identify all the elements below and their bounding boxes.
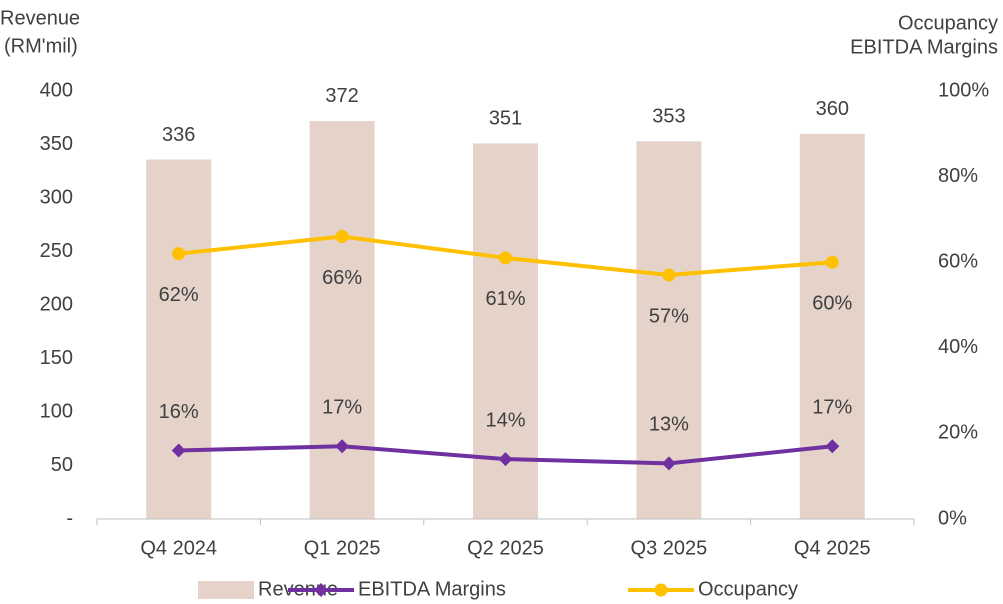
data-label: 351 (489, 108, 522, 130)
data-label: 372 (325, 85, 358, 107)
y2-axis-title: EBITDA Margins (850, 36, 998, 58)
x-tick-label: Q4 2025 (794, 537, 871, 559)
x-tick-label: Q4 2024 (140, 537, 217, 559)
marker (335, 230, 349, 244)
y-axis-title: Revenue (0, 7, 80, 29)
y-tick-label: 400 (40, 79, 73, 101)
marker (498, 452, 513, 467)
y-tick-label: 100 (40, 400, 73, 422)
legend-label: Occupancy (698, 578, 798, 600)
y2-tick-label: 20% (938, 422, 978, 444)
legend-marker (654, 583, 668, 597)
data-label: 13% (649, 414, 689, 436)
x-tick-label: Q2 2025 (467, 537, 544, 559)
y2-tick-label: 100% (938, 79, 989, 101)
y2-axis-title: Occupancy (898, 12, 998, 34)
x-tick-label: Q3 2025 (631, 537, 708, 559)
marker (825, 255, 839, 269)
y-tick-label: 50 (51, 454, 73, 476)
bar (636, 141, 702, 520)
y-tick-label: 200 (40, 293, 73, 315)
bar (309, 120, 375, 520)
data-label: 66% (322, 267, 362, 289)
data-label: 17% (322, 397, 362, 419)
marker (172, 247, 186, 261)
y2-tick-label: 40% (938, 336, 978, 358)
bar (799, 133, 865, 520)
legend-label: EBITDA Margins (358, 578, 506, 600)
data-label: 17% (812, 397, 852, 419)
legend-swatch (198, 581, 254, 599)
data-label: 336 (162, 124, 195, 146)
data-label: 62% (159, 284, 199, 306)
marker (661, 456, 676, 471)
y2-tick-label: 0% (938, 507, 967, 529)
y-tick-label: 300 (40, 186, 73, 208)
y2-tick-label: 60% (938, 250, 978, 272)
y-tick-label: 150 (40, 347, 73, 369)
y-tick-label: 250 (40, 240, 73, 262)
bar (146, 159, 212, 520)
data-label: 353 (652, 106, 685, 128)
y2-tick-label: 80% (938, 165, 978, 187)
marker (171, 443, 186, 458)
data-label: 16% (159, 401, 199, 423)
y-tick-label: 350 (40, 133, 73, 155)
data-label: 360 (816, 98, 849, 120)
y-axis-title: (RM'mil) (4, 35, 78, 57)
marker (335, 439, 350, 454)
marker (499, 251, 512, 265)
data-label: 57% (649, 305, 689, 327)
marker (662, 268, 676, 282)
x-tick-label: Q1 2025 (304, 537, 381, 559)
legend-marker (314, 583, 328, 597)
y-tick-label: - (66, 507, 73, 529)
data-label: 60% (812, 292, 852, 314)
marker (825, 439, 840, 454)
data-label: 61% (485, 288, 525, 310)
data-label: 14% (485, 409, 525, 431)
